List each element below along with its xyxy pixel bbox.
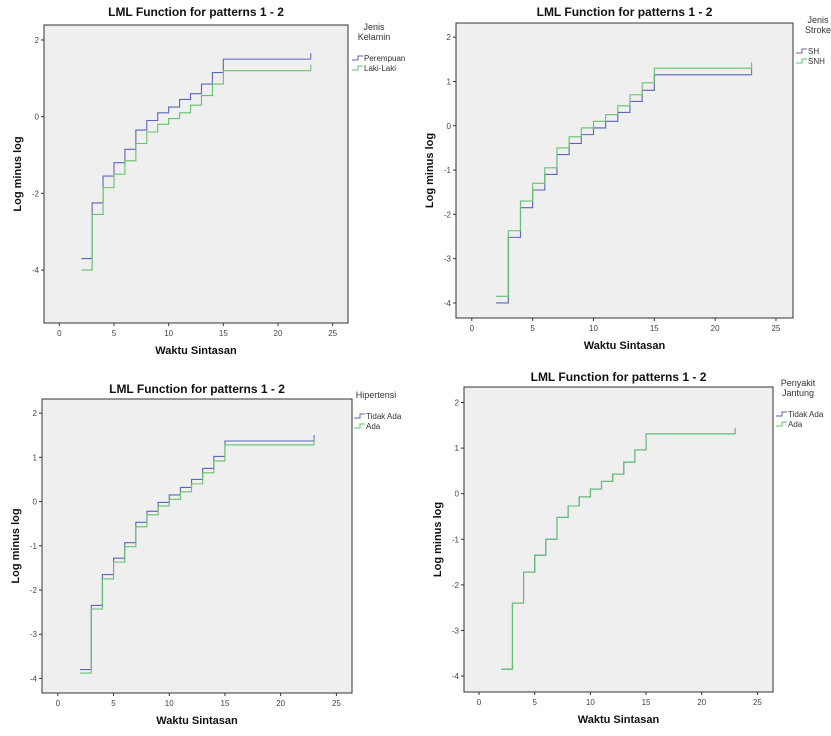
x-tick-label: 5 [111, 699, 116, 708]
y-axis-label: Log minus log [12, 136, 24, 211]
legend-label: Perempuan [364, 54, 405, 63]
legend-title: Stroke [805, 25, 831, 35]
plot-area [455, 22, 794, 319]
legend-swatch [354, 413, 365, 419]
y-tick-label: -1 [452, 535, 460, 544]
x-tick-label: 15 [219, 329, 228, 338]
legend-swatch [352, 65, 363, 71]
plot-area [463, 386, 774, 693]
legend-label: Tidak Ada [366, 412, 402, 421]
legend-label: Ada [366, 422, 381, 431]
series-line-perempuan [81, 58, 311, 260]
y-axis-label: Log minus log [432, 502, 444, 577]
x-tick-label: 10 [589, 324, 598, 333]
series-line-snh [496, 67, 752, 297]
y-tick-label: 0 [35, 113, 40, 122]
y-tick-label: 2 [33, 409, 38, 418]
y-tick-label: 1 [447, 77, 452, 86]
series-line-ada [501, 433, 736, 670]
legend-swatch [352, 55, 363, 61]
y-axis-label: Log minus log [424, 133, 436, 208]
y-tick-label: -3 [444, 255, 452, 264]
x-tick-label: 20 [274, 329, 283, 338]
y-tick-label: -2 [32, 189, 40, 198]
chart-title: LML Function for patterns 1 - 2 [531, 370, 707, 384]
series-line-sh [496, 74, 752, 304]
x-tick-label: 5 [112, 329, 117, 338]
y-tick-label: -1 [30, 542, 38, 551]
x-tick-label: 20 [697, 698, 706, 707]
y-tick-label: 0 [447, 122, 452, 131]
y-tick-label: 2 [35, 36, 40, 45]
legend-swatch [796, 58, 807, 64]
x-tick-label: 5 [530, 324, 535, 333]
y-tick-label: 0 [455, 490, 460, 499]
y-tick-label: -2 [444, 210, 452, 219]
x-tick-label: 10 [165, 699, 174, 708]
x-tick-label: 15 [642, 698, 651, 707]
plot-area [43, 24, 349, 324]
x-tick-label: 0 [56, 699, 61, 708]
x-tick-label: 20 [711, 324, 720, 333]
y-tick-label: 2 [447, 33, 452, 42]
y-tick-label: 1 [33, 453, 38, 462]
y-tick-label: 1 [455, 444, 460, 453]
x-tick-label: 25 [772, 324, 781, 333]
legend-label: Tidak Ada [788, 410, 824, 419]
x-axis-label: Waktu Sintasan [584, 340, 666, 352]
x-axis-label: Waktu Sintasan [578, 714, 660, 726]
legend-title: Jenis [363, 22, 385, 32]
x-tick-label: 25 [328, 329, 337, 338]
legend-title: Hipertensi [356, 390, 397, 400]
legend-title: Kelamin [358, 32, 391, 42]
y-tick-label: -4 [30, 674, 38, 683]
x-tick-label: 25 [332, 699, 341, 708]
chart-title: LML Function for patterns 1 - 2 [537, 5, 713, 19]
chart-title: LML Function for patterns 1 - 2 [108, 5, 284, 19]
legend-swatch [354, 423, 365, 429]
y-tick-label: 2 [455, 399, 460, 408]
x-axis-label: Waktu Sintasan [155, 345, 237, 357]
x-tick-label: 20 [276, 699, 285, 708]
legend-title: Penyakit [781, 378, 816, 388]
legend-label: SH [808, 47, 819, 56]
chart-panel-1: LML Function for patterns 1 - 2 Waktu Sin… [12, 5, 405, 357]
y-tick-label: -1 [444, 166, 452, 175]
x-tick-label: 0 [470, 324, 475, 333]
x-tick-label: 5 [532, 698, 537, 707]
x-tick-label: 15 [650, 324, 659, 333]
y-tick-label: -3 [452, 626, 460, 635]
y-tick-label: -3 [30, 630, 38, 639]
x-tick-label: 0 [477, 698, 482, 707]
legend-swatch [776, 421, 787, 427]
plot-area [41, 398, 353, 694]
y-tick-label: 0 [33, 498, 38, 507]
y-tick-label: -2 [30, 586, 38, 595]
y-tick-label: -4 [452, 672, 460, 681]
legend-swatch [796, 48, 807, 54]
chart-title: LML Function for patterns 1 - 2 [109, 382, 285, 396]
legend-label: Laki-Laki [364, 64, 396, 73]
chart-panel-2: LML Function for patterns 1 - 2 Waktu Sin… [424, 5, 831, 352]
series-line-laki-laki [81, 70, 311, 271]
legend-label: SNH [808, 57, 825, 66]
chart-panel-3: LML Function for patterns 1 - 2 Waktu Sin… [10, 382, 402, 727]
legend-title: Jantung [782, 388, 814, 398]
y-tick-label: -4 [32, 266, 40, 275]
legend-swatch [776, 411, 787, 417]
y-tick-label: -2 [452, 581, 460, 590]
x-tick-label: 25 [753, 698, 762, 707]
x-tick-label: 0 [57, 329, 62, 338]
x-tick-label: 15 [221, 699, 230, 708]
chart-panel-4: LML Function for patterns 1 - 2 Waktu Sin… [432, 370, 824, 726]
legend-label: Ada [788, 420, 803, 429]
series-line-ada [80, 444, 315, 674]
x-tick-label: 10 [586, 698, 595, 707]
x-axis-label: Waktu Sintasan [156, 715, 238, 727]
legend-title: Jenis [807, 15, 829, 25]
y-axis-label: Log minus log [10, 508, 22, 583]
y-tick-label: -4 [444, 299, 452, 308]
x-tick-label: 10 [164, 329, 173, 338]
